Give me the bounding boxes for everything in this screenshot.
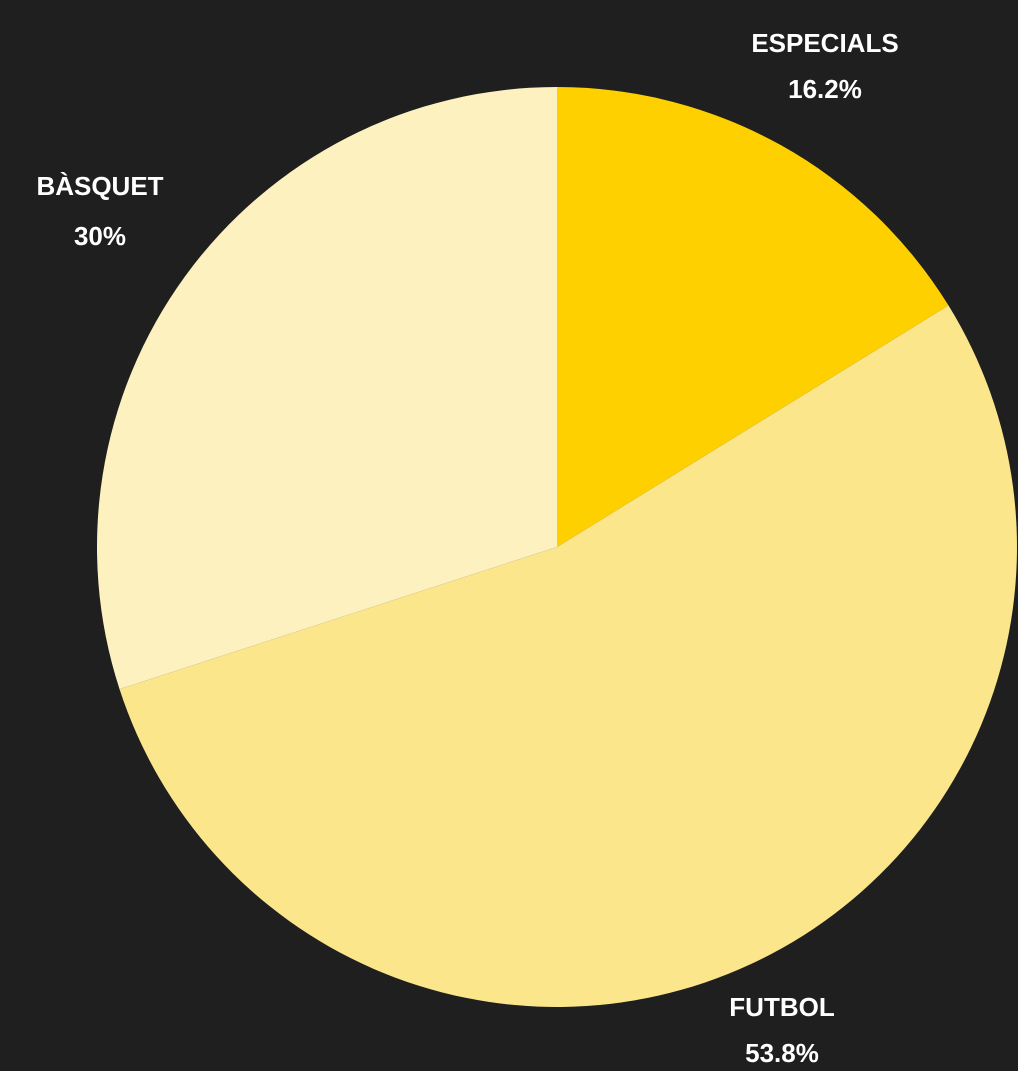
slice-futbol [119,305,1017,1007]
slice-basquet [96,87,557,690]
label-especials-value: 16.2% [788,74,862,104]
label-futbol-value: 53.8% [745,1038,819,1068]
label-especials-name: ESPECIALS [751,28,898,58]
pie-slices [96,87,1017,1007]
slice-especials [557,87,949,547]
label-basquet-value: 30% [74,221,126,251]
label-basquet-name: BÀSQUET [36,171,163,201]
label-futbol-name: FUTBOL [729,992,835,1022]
